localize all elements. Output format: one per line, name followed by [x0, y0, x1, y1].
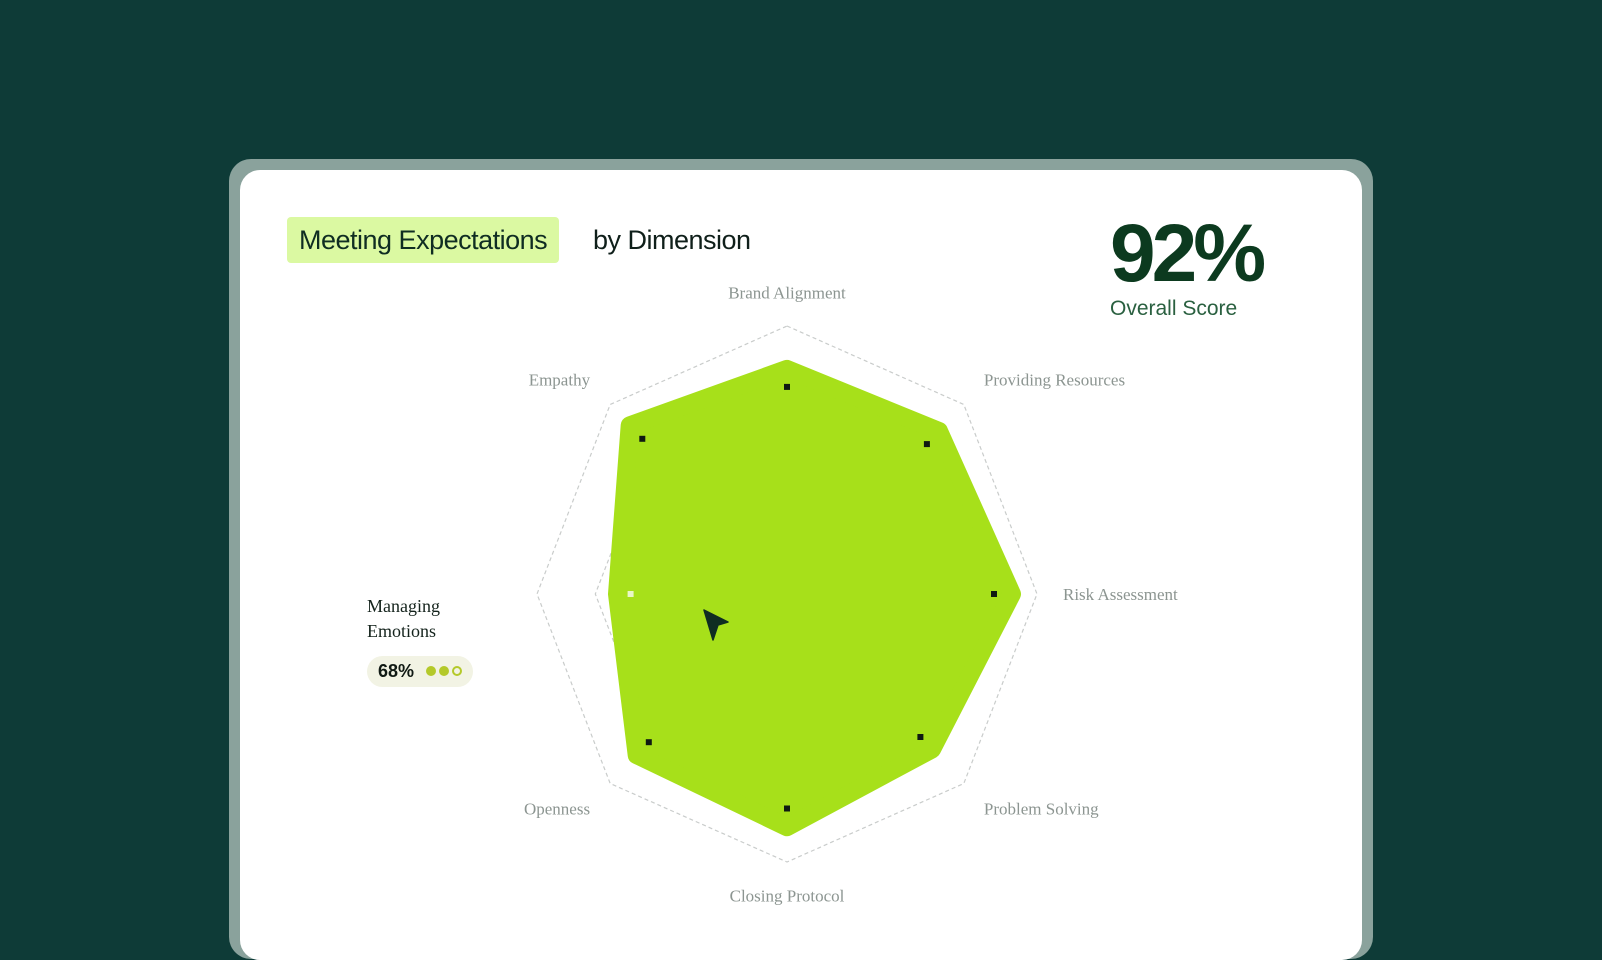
tooltip-value: 68% [378, 661, 415, 681]
tooltip-dimension: Managing Emotions [367, 596, 440, 641]
radar-point-empathy [639, 435, 646, 442]
radar-point-brand-alignment [784, 383, 790, 390]
axis-label-problem-solving: Problem Solving [984, 800, 1099, 819]
rating-dot [439, 665, 450, 676]
radar-series-area [608, 359, 1021, 837]
axis-label-risk-assessment: Risk Assessment [1063, 585, 1178, 604]
rating-dot [452, 665, 463, 676]
rating-dots [426, 663, 463, 681]
dimension-tooltip: Managing Emotions 68% [367, 594, 547, 687]
radar-point-closing-protocol [784, 805, 790, 812]
axis-label-openness: Openness [524, 800, 590, 819]
axis-label-closing-protocol: Closing Protocol [730, 886, 845, 905]
cursor-icon [703, 609, 729, 641]
title-suffix: by Dimension [593, 224, 751, 255]
dashboard-card: Meeting Expectations by Dimension 92% Ov… [240, 170, 1362, 960]
rating-dot [426, 665, 437, 676]
radar-point-managing-emotions [627, 591, 634, 597]
title-highlight: Meeting Expectations [287, 217, 560, 263]
radar-ring [536, 325, 1038, 863]
tooltip-score-pill: 68% [367, 656, 474, 687]
overall-score-value: 92% [1110, 208, 1266, 299]
radar-point-openness [645, 739, 652, 746]
axis-label-brand-alignment: Brand Alignment [728, 284, 846, 303]
radar-point-problem-solving [917, 734, 924, 740]
overall-score-label: Overall Score [1110, 297, 1238, 320]
radar-area [608, 359, 1021, 837]
radar-points [627, 383, 997, 812]
radar-point-providing-resources [923, 441, 930, 448]
radar-chart: Brand Alignment Providing Resources Risk A… [524, 284, 1178, 906]
axis-label-providing-resources: Providing Resources [984, 370, 1125, 389]
overall-score: 92% Overall Score [1110, 212, 1310, 322]
radar-point-risk-assessment [991, 591, 997, 597]
axis-label-empathy: Empathy [529, 370, 591, 389]
